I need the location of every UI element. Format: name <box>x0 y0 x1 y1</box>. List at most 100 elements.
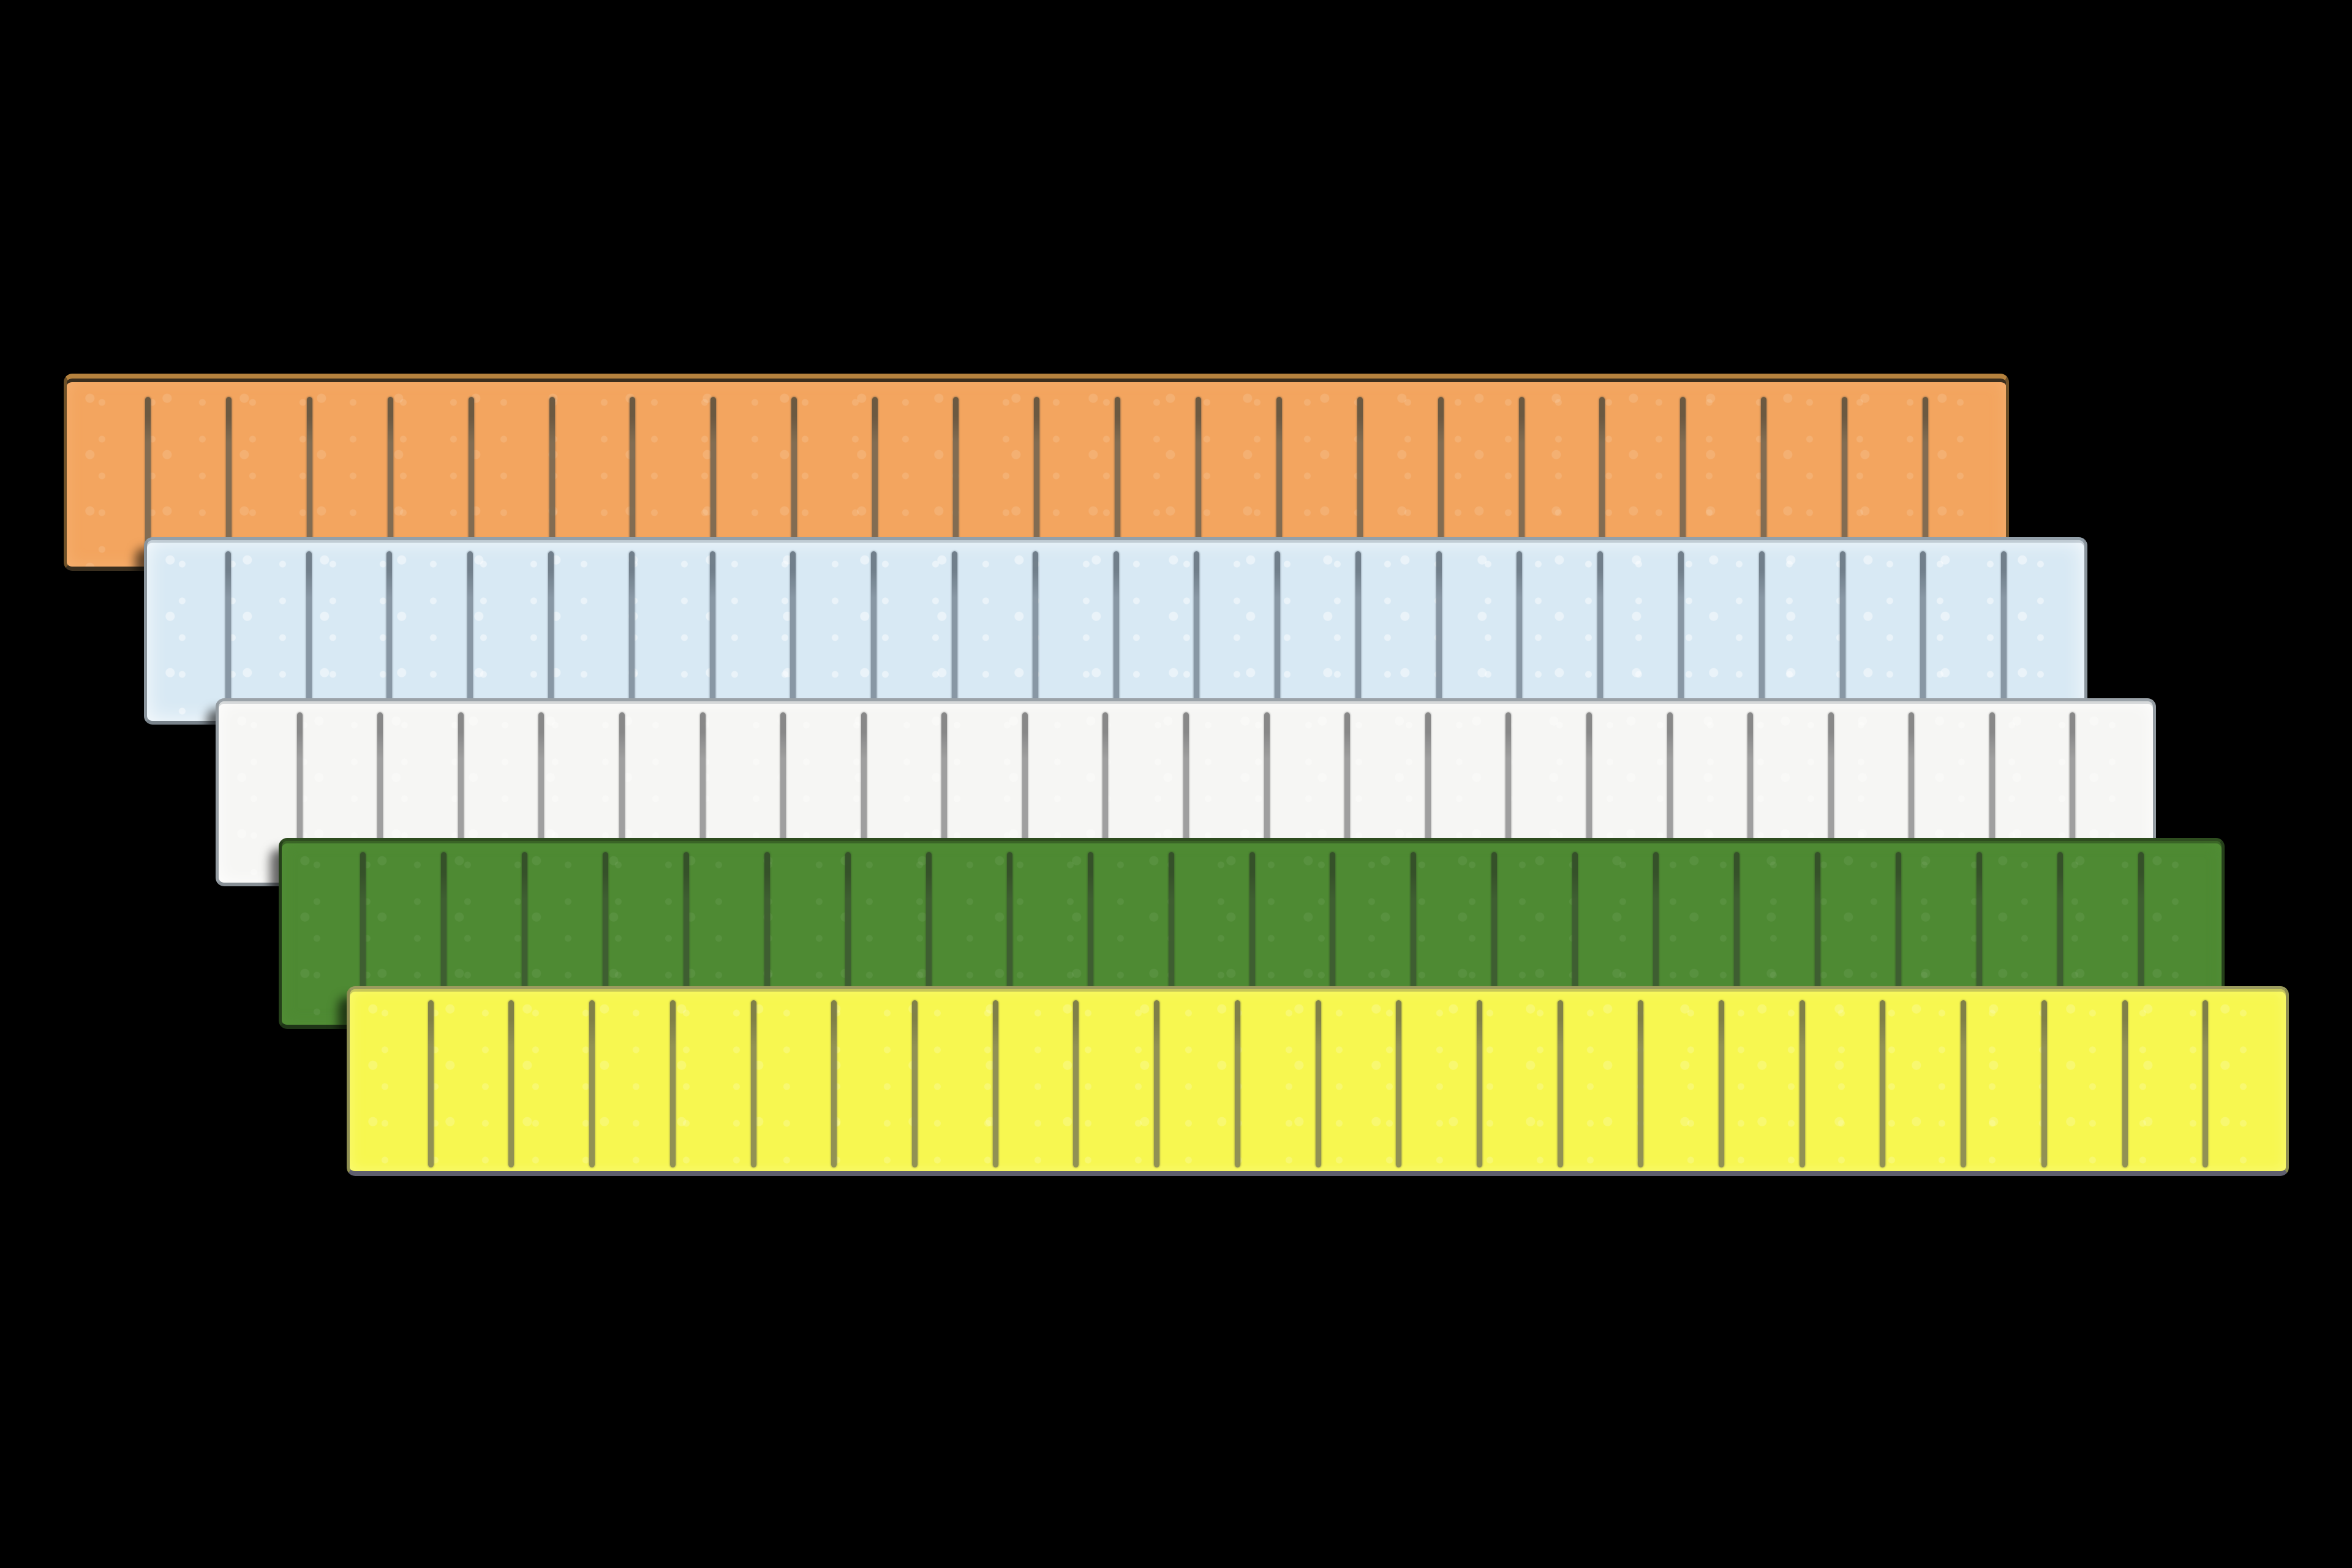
yellow-strip-divider <box>1154 1000 1160 1167</box>
yellow-strip-divider <box>1476 1000 1482 1167</box>
green-strip-divider <box>764 852 770 1021</box>
green-strip-divider <box>1491 852 1498 1021</box>
blue-strip-divider <box>709 551 715 717</box>
orange-strip-divider <box>1357 397 1363 563</box>
white-strip-divider <box>1828 712 1834 879</box>
white-strip-divider <box>1586 712 1592 879</box>
blue-strip-divider <box>790 551 796 717</box>
yellow-strip-divider <box>1799 1000 1805 1167</box>
orange-strip-divider <box>630 397 636 563</box>
white-strip-divider <box>1909 712 1915 879</box>
white-strip-divider <box>1989 712 1995 879</box>
orange-strip-divider <box>549 397 555 563</box>
blue-strip-divider <box>1275 551 1281 717</box>
orange-strip-divider <box>1923 397 1929 563</box>
white-strip-divider <box>1506 712 1512 879</box>
yellow-strip-divider <box>911 1000 918 1167</box>
blue-strip-divider <box>1839 551 1845 717</box>
green-strip-divider <box>845 852 851 1021</box>
green-strip-divider <box>1896 852 1902 1021</box>
yellow-strip-divider <box>1961 1000 1967 1167</box>
green-strip-divider <box>1815 852 1821 1021</box>
blue-strip-divider <box>1032 551 1038 717</box>
orange-strip-divider <box>1114 397 1120 563</box>
white-strip-divider <box>296 712 303 879</box>
white-strip-divider <box>1747 712 1754 879</box>
green-strip-divider <box>2057 852 2064 1021</box>
green-strip-divider <box>1249 852 1255 1021</box>
white-strip-divider <box>1183 712 1189 879</box>
blue-strip-divider <box>1355 551 1361 717</box>
yellow-strip-divider <box>2122 1000 2128 1167</box>
yellow-strip-divider <box>1719 1000 1725 1167</box>
orange-strip <box>64 374 2009 571</box>
white-strip-divider <box>1344 712 1351 879</box>
green-strip-divider <box>440 852 447 1021</box>
green-strip-divider <box>1168 852 1174 1021</box>
green-strip-divider <box>1734 852 1740 1021</box>
orange-strip-divider <box>1195 397 1201 563</box>
green-strip-divider <box>1572 852 1578 1021</box>
blue-strip-divider <box>1597 551 1604 717</box>
white-strip-divider <box>377 712 383 879</box>
blue-strip-divider <box>225 551 231 717</box>
orange-strip-divider <box>1518 397 1525 563</box>
white-strip-divider <box>941 712 948 879</box>
green-strip-divider <box>1411 852 1417 1021</box>
white-strip-divider <box>780 712 786 879</box>
white-strip-divider <box>1102 712 1109 879</box>
yellow-strip-divider <box>2203 1000 2209 1167</box>
blue-strip-divider <box>1517 551 1523 717</box>
blue-strip-divider <box>548 551 554 717</box>
orange-strip-divider <box>145 397 151 563</box>
yellow-strip-divider <box>1073 1000 1079 1167</box>
blue-strip-divider <box>1920 551 1926 717</box>
orange-strip-divider <box>225 397 232 563</box>
white-strip-divider <box>538 712 545 879</box>
orange-strip-divider <box>1761 397 1767 563</box>
blue-strip-divider <box>1678 551 1684 717</box>
yellow-strip-divider <box>1638 1000 1644 1167</box>
blue-strip-divider <box>1758 551 1765 717</box>
yellow-strip-divider <box>589 1000 595 1167</box>
yellow-strip-divider <box>2041 1000 2047 1167</box>
white-strip-divider <box>458 712 464 879</box>
yellow-strip-divider <box>831 1000 837 1167</box>
yellow-strip-divider <box>1396 1000 1402 1167</box>
orange-strip-divider <box>791 397 797 563</box>
yellow-strip-divider <box>428 1000 434 1167</box>
yellow-strip-divider <box>1315 1000 1321 1167</box>
orange-strip-divider <box>306 397 312 563</box>
white-strip-divider <box>1425 712 1431 879</box>
green-strip-divider <box>1653 852 1659 1021</box>
blue-strip-divider <box>628 551 635 717</box>
yellow-strip-divider <box>1557 1000 1563 1167</box>
orange-strip-divider <box>468 397 474 563</box>
orange-strip-divider <box>953 397 959 563</box>
yellow-strip-divider <box>1234 1000 1240 1167</box>
blue-strip-divider <box>1436 551 1442 717</box>
white-strip-divider <box>1264 712 1270 879</box>
green-strip-divider <box>925 852 932 1021</box>
orange-strip-divider <box>1034 397 1039 563</box>
blue-strip-divider <box>306 551 312 717</box>
orange-strip-divider <box>1680 397 1686 563</box>
blue-strip <box>144 537 2087 725</box>
blue-strip-divider <box>2001 551 2007 717</box>
yellow-strip <box>347 986 2289 1176</box>
yellow-strip-divider <box>992 1000 998 1167</box>
white-strip-divider <box>1022 712 1028 879</box>
green-strip-divider <box>360 852 366 1021</box>
yellow-strip-divider <box>508 1000 514 1167</box>
orange-strip-divider <box>710 397 717 563</box>
green-strip-divider <box>1977 852 1983 1021</box>
green-strip-divider <box>2138 852 2144 1021</box>
blue-strip-divider <box>871 551 877 717</box>
blue-strip-divider <box>1113 551 1119 717</box>
green-strip-divider <box>602 852 608 1021</box>
white-strip-divider <box>1667 712 1673 879</box>
orange-strip-divider <box>872 397 878 563</box>
green-strip-divider <box>683 852 689 1021</box>
green-strip-divider <box>1006 852 1012 1021</box>
